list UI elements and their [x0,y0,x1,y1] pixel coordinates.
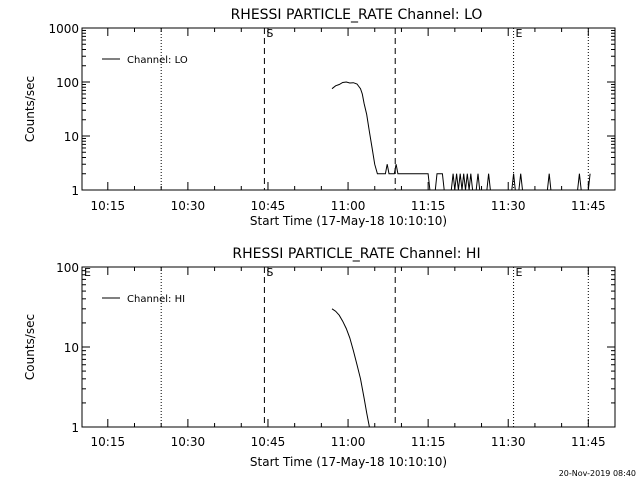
y-axis-label: Counts/sec [23,76,37,142]
legend-label: Channel: HI [127,294,185,305]
x-axis-label: Start Time (17-May-18 10:10:10) [250,214,447,228]
x-tick-label: 10:45 [251,199,286,213]
x-tick-label: 10:30 [171,199,206,213]
marker-label: E [84,266,91,279]
x-tick-label: 11:00 [331,435,366,449]
marker-label: S [266,266,273,279]
x-tick-label: 11:30 [491,199,526,213]
x-tick-label: 11:30 [491,435,526,449]
series-line [331,308,370,428]
y-tick-label: 10 [64,130,79,144]
x-tick-label: 11:00 [331,199,366,213]
legend-label: Channel: LO [127,55,188,66]
y-axis-label: Counts/sec [23,314,37,380]
marker-label: E [516,266,523,279]
series-line [331,81,591,191]
x-tick-label: 10:30 [171,435,206,449]
chart-panel-0: RHESSI PARTICLE_RATE Channel: LO 10:15 10:… [23,7,616,228]
y-tick-label: 1 [71,421,79,435]
x-tick-label: 10:45 [251,435,286,449]
x-tick-label: 11:15 [411,435,446,449]
chart-title: RHESSI PARTICLE_RATE Channel: LO [231,7,483,23]
footer-timestamp: 20-Nov-2019 08:40 [559,469,636,478]
marker-label: S [266,27,273,40]
x-axis-label: Start Time (17-May-18 10:10:10) [250,455,447,469]
x-tick-label: 10:15 [91,435,126,449]
x-tick-label: 11:45 [571,435,606,449]
chart-title: RHESSI PARTICLE_RATE Channel: HI [232,246,480,262]
plot-frame [81,266,616,428]
x-tick-label: 10:15 [91,199,126,213]
chart-panel-1: RHESSI PARTICLE_RATE Channel: HI 10:15 10:… [23,246,616,469]
x-tick-label: 11:45 [571,199,606,213]
y-tick-label: 100 [56,76,79,90]
plot-frame [81,27,616,191]
y-tick-label: 1000 [48,22,79,36]
y-tick-label: 10 [64,341,79,355]
marker-label: E [516,27,523,40]
x-tick-label: 11:15 [411,199,446,213]
y-tick-label: 100 [56,261,79,275]
y-tick-label: 1 [71,184,79,198]
